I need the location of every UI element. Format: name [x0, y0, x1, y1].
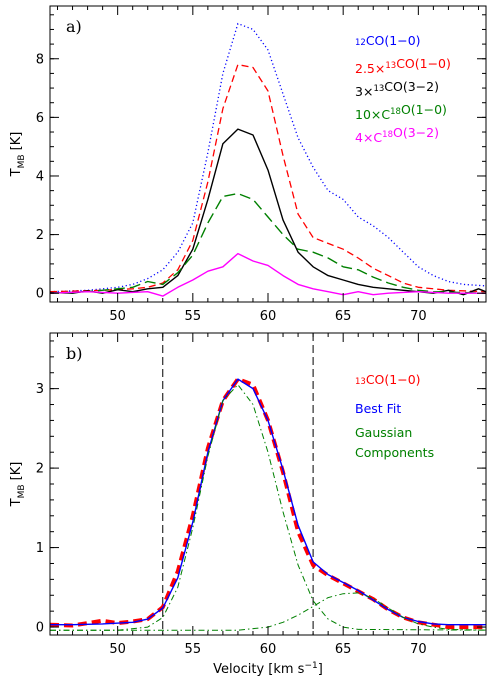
legend-entry: 3×13CO(3−2) [355, 79, 439, 99]
y-tick-label: 8 [36, 52, 44, 67]
x-tick-label: 60 [260, 309, 277, 324]
panel-label: b) [66, 344, 82, 363]
y-tick-label: 0 [36, 621, 44, 636]
plot-frame [49, 332, 487, 636]
y-tick-label: 6 [36, 111, 44, 126]
series-line [50, 384, 486, 631]
series-line [50, 128, 486, 296]
y-tick-label: 0 [36, 287, 44, 302]
legend-entry: Gaussian [355, 425, 412, 440]
panel-b: 50 55 60 65 70 0 1 2 3 TMB [K] Velocity [km s−1] b)… [9, 332, 487, 677]
legend-entry: 13CO(1−0) [355, 372, 421, 387]
panel-label: a) [66, 17, 82, 36]
y-tick-label: 1 [36, 541, 44, 556]
y-tick-label: 3 [36, 382, 44, 397]
x-tick-label: 55 [185, 309, 202, 324]
x-axis-title: Velocity [km s−1] [213, 661, 323, 677]
plot-frame [49, 5, 487, 303]
legend-entry: 4×C18O(3−2) [355, 125, 439, 145]
x-tick-label: 70 [410, 309, 427, 324]
legend-entry: Best Fit [355, 401, 401, 416]
y-axis-title: TMB [K] [9, 132, 27, 178]
series-line [50, 592, 486, 631]
legend-entry: 2.5×13CO(1−0) [355, 56, 451, 76]
x-tick-label: 60 [260, 642, 277, 657]
series-line [50, 252, 486, 297]
panel-a: 50 55 60 65 70 0 2 4 6 8 TMB [K] a) 12CO(1−0) 2.5×13C… [9, 5, 487, 324]
legend-entry: 12CO(1−0) [355, 33, 421, 48]
series-line [50, 63, 486, 293]
y-tick-label: 2 [36, 462, 44, 477]
x-tick-label: 65 [335, 309, 352, 324]
series-line [50, 377, 486, 630]
x-tick-label: 70 [410, 642, 427, 657]
legend-entry: Components [355, 445, 434, 460]
legend-entry: 10×C18O(1−0) [355, 102, 447, 122]
y-tick-label: 2 [36, 228, 44, 243]
y-tick-label: 4 [36, 169, 44, 184]
x-tick-label: 55 [185, 642, 202, 657]
series-line [50, 22, 486, 293]
y-axis-title: TMB [K] [9, 462, 27, 508]
x-tick-label: 65 [335, 642, 352, 657]
series-line [50, 192, 486, 294]
x-tick-label: 50 [109, 309, 126, 324]
x-tick-label: 50 [109, 642, 126, 657]
